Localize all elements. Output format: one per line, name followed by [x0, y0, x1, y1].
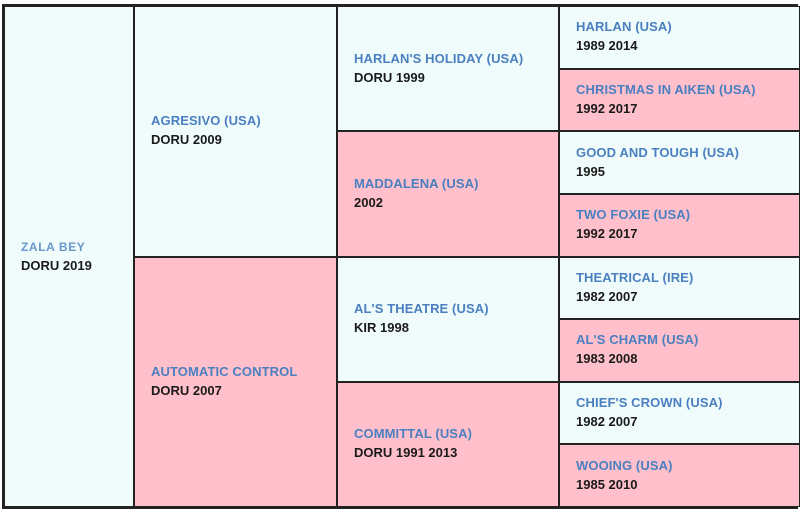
sire-info: DORU 2009 [151, 132, 222, 148]
sire-dam-info: 2002 [354, 194, 383, 210]
dam-sire-name[interactable]: AL'S THEATRE (USA) [354, 301, 489, 317]
gen4-cell: TWO FOXIE (USA) 1992 2017 [559, 193, 800, 257]
gen4-name[interactable]: GOOD AND TOUGH (USA) [576, 144, 740, 160]
dam-dam-info: DORU 1991 2013 [354, 445, 458, 461]
gen4-info: 1982 2007 [576, 288, 638, 304]
horse-name[interactable]: ZALA BEY [21, 239, 86, 254]
sire-dam-cell: MADDALENA (USA) 2002 [337, 131, 559, 257]
gen4-name[interactable]: THEATRICAL (IRE) [576, 269, 694, 285]
gen4-cell: GOOD AND TOUGH (USA) 1995 [559, 131, 800, 194]
sire-sire-cell: HARLAN'S HOLIDAY (USA) DORU 1999 [337, 6, 559, 132]
gen4-name[interactable]: CHIEF'S CROWN (USA) [576, 395, 723, 411]
gen4-info: 1995 [576, 163, 605, 179]
gen4-cell: CHRISTMAS IN AIKEN (USA) 1992 2017 [559, 68, 800, 132]
dam-info: DORU 2007 [151, 382, 222, 398]
sire-sire-info: DORU 1999 [354, 69, 425, 85]
dam-sire-cell: AL'S THEATRE (USA) KIR 1998 [337, 256, 559, 382]
gen4-cell: AL'S CHARM (USA) 1983 2008 [559, 319, 800, 382]
gen4-cell: THEATRICAL (IRE) 1982 2007 [559, 256, 800, 320]
sire-cell: AGRESIVO (USA) DORU 2009 [134, 6, 337, 257]
gen4-name[interactable]: AL'S CHARM (USA) [576, 332, 699, 348]
gen4-cell: WOOING (USA) 1985 2010 [559, 444, 800, 507]
gen4-name[interactable]: TWO FOXIE (USA) [576, 207, 691, 223]
sire-sire-name[interactable]: HARLAN'S HOLIDAY (USA) [354, 50, 524, 66]
gen4-cell: HARLAN (USA) 1989 2014 [559, 6, 800, 69]
gen4-cell: CHIEF'S CROWN (USA) 1982 2007 [559, 381, 800, 445]
horse-info: DORU 2019 [21, 257, 92, 273]
dam-dam-cell: COMMITTAL (USA) DORU 1991 2013 [337, 381, 559, 507]
gen4-info: 1992 2017 [576, 100, 638, 116]
gen4-info: 1983 2008 [576, 351, 638, 367]
gen4-info: 1989 2014 [576, 38, 638, 54]
gen4-info: 1982 2007 [576, 414, 638, 430]
dam-sire-info: KIR 1998 [354, 320, 409, 336]
gen4-name[interactable]: HARLAN (USA) [576, 19, 672, 35]
gen4-info: 1992 2017 [576, 226, 638, 242]
pedigree-table: ZALA BEY DORU 2019 AGRESIVO (USA) DORU 2… [2, 4, 800, 509]
dam-dam-name[interactable]: COMMITTAL (USA) [354, 426, 472, 442]
sire-name[interactable]: AGRESIVO (USA) [151, 113, 261, 129]
gen4-name[interactable]: CHRISTMAS IN AIKEN (USA) [576, 81, 756, 97]
dam-name[interactable]: AUTOMATIC CONTROL [151, 363, 298, 379]
gen4-name[interactable]: WOOING (USA) [576, 457, 673, 473]
sire-dam-name[interactable]: MADDALENA (USA) [354, 175, 479, 191]
dam-cell: AUTOMATIC CONTROL DORU 2007 [134, 256, 337, 507]
gen4-info: 1985 2010 [576, 476, 638, 492]
horse-cell: ZALA BEY DORU 2019 [4, 6, 134, 507]
